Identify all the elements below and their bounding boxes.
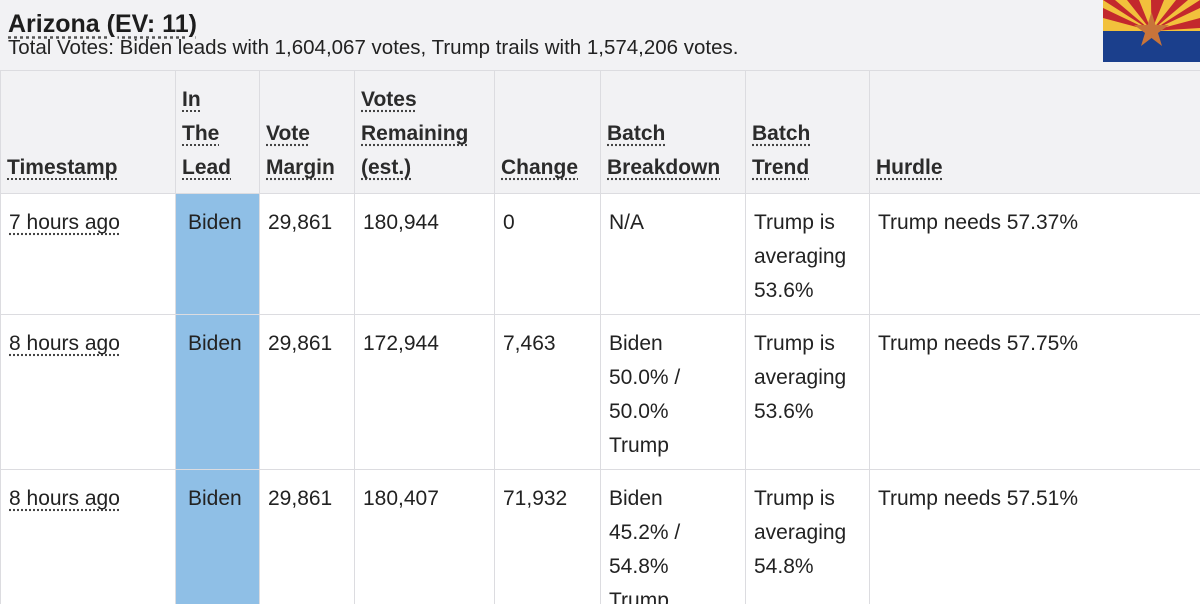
remaining-cell: 172,944: [354, 314, 495, 470]
lead-cell: Biden: [175, 469, 260, 604]
trend-cell: Trump is averaging 54.8%: [745, 469, 870, 604]
margin-cell: 29,861: [259, 469, 355, 604]
change-cell: 7,463: [494, 314, 601, 470]
column-header-batch-trend[interactable]: Batch Trend: [745, 70, 870, 194]
table-row: 7 hours ago Biden 29,861 180,944 0 N/A T…: [0, 193, 1200, 315]
column-header-votes-remaining[interactable]: Votes Remaining (est.): [354, 70, 495, 194]
column-header-timestamp[interactable]: Timestamp: [0, 70, 176, 194]
state-title-link[interactable]: Arizona (EV: 11): [8, 10, 197, 38]
table-row: 8 hours ago Biden 29,861 180,407 71,932 …: [0, 469, 1200, 604]
trend-cell: Trump is averaging 53.6%: [745, 193, 870, 315]
hurdle-cell: Trump needs 57.37%: [869, 193, 1200, 315]
breakdown-cell: Biden 50.0% /50.0% Trump: [600, 314, 746, 470]
column-header-batch-breakdown[interactable]: Batch Breakdown: [600, 70, 746, 194]
margin-cell: 29,861: [259, 314, 355, 470]
timestamp-link[interactable]: 8 hours ago: [9, 332, 120, 355]
timestamp-link[interactable]: 8 hours ago: [9, 487, 120, 510]
remaining-cell: 180,407: [354, 469, 495, 604]
total-votes-summary: Total Votes: Biden leads with 1,604,067 …: [8, 36, 739, 59]
arizona-flag-icon: [1103, 0, 1200, 62]
table-header-row: Timestamp In The Lead Vote Margin Votes Rema…: [0, 70, 1200, 194]
timestamp-cell: 8 hours ago: [0, 469, 176, 604]
breakdown-cell: N/A: [600, 193, 746, 315]
margin-cell: 29,861: [259, 193, 355, 315]
remaining-cell: 180,944: [354, 193, 495, 315]
lead-cell: Biden: [175, 314, 260, 470]
hurdle-cell: Trump needs 57.51%: [869, 469, 1200, 604]
change-cell: 0: [494, 193, 601, 315]
change-cell: 71,932: [494, 469, 601, 604]
hurdle-cell: Trump needs 57.75%: [869, 314, 1200, 470]
state-header: Arizona (EV: 11) Total Votes: Biden lead…: [0, 0, 1200, 71]
column-header-hurdle[interactable]: Hurdle: [869, 70, 1200, 194]
column-header-in-the-lead[interactable]: In The Lead: [175, 70, 260, 194]
timestamp-cell: 7 hours ago: [0, 193, 176, 315]
breakdown-cell: Biden 45.2% /54.8% Trump: [600, 469, 746, 604]
column-header-change[interactable]: Change: [494, 70, 601, 194]
timestamp-link[interactable]: 7 hours ago: [9, 211, 120, 234]
results-table: Timestamp In The Lead Vote Margin Votes Rema…: [0, 70, 1200, 604]
column-header-vote-margin[interactable]: Vote Margin: [259, 70, 355, 194]
trend-cell: Trump is averaging 53.6%: [745, 314, 870, 470]
table-row: 8 hours ago Biden 29,861 172,944 7,463 B…: [0, 314, 1200, 470]
lead-cell: Biden: [175, 193, 260, 315]
timestamp-cell: 8 hours ago: [0, 314, 176, 470]
